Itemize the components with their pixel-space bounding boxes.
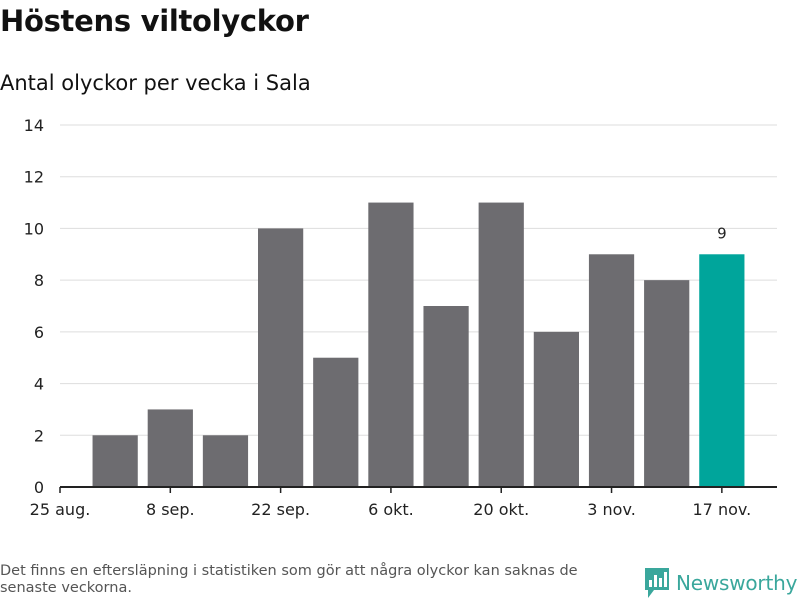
bar <box>313 357 359 487</box>
bar-chart-icon <box>645 568 669 598</box>
bar <box>423 306 469 487</box>
x-tick-label: 6 okt. <box>368 500 414 519</box>
footnote: Det finns en eftersläpning i statistiken… <box>0 563 578 596</box>
bar <box>147 409 193 487</box>
bar <box>644 280 690 487</box>
y-tick-label: 0 <box>34 478 44 497</box>
chart-subtitle: Antal olyckor per vecka i Sala <box>0 71 311 95</box>
x-tick-label: 20 okt. <box>473 500 529 519</box>
bar <box>533 331 579 487</box>
y-tick-label: 4 <box>34 375 44 394</box>
bar <box>699 254 745 487</box>
x-tick-label: 3 nov. <box>587 500 636 519</box>
bar <box>258 228 304 487</box>
x-tick-label: 8 sep. <box>146 500 195 519</box>
bar <box>92 435 138 487</box>
y-tick-label: 6 <box>34 323 44 342</box>
brand-name: Newsworthy <box>676 571 798 595</box>
y-tick-label: 14 <box>24 116 44 135</box>
x-tick-label: 17 nov. <box>693 500 752 519</box>
y-tick-label: 8 <box>34 271 44 290</box>
y-tick-label: 2 <box>34 426 44 445</box>
newsworthy-logo[interactable]: Newsworthy <box>644 567 797 599</box>
y-tick-label: 12 <box>24 168 44 187</box>
x-tick-label: 22 sep. <box>251 500 310 519</box>
chart-title: Höstens viltolyckor <box>0 4 309 38</box>
bar <box>368 202 414 488</box>
data-label: 9 <box>717 224 727 242</box>
bar <box>202 435 249 487</box>
y-tick-label: 10 <box>24 219 44 238</box>
bar <box>588 254 635 487</box>
bar <box>478 202 524 488</box>
x-tick-label: 25 aug. <box>30 500 91 519</box>
